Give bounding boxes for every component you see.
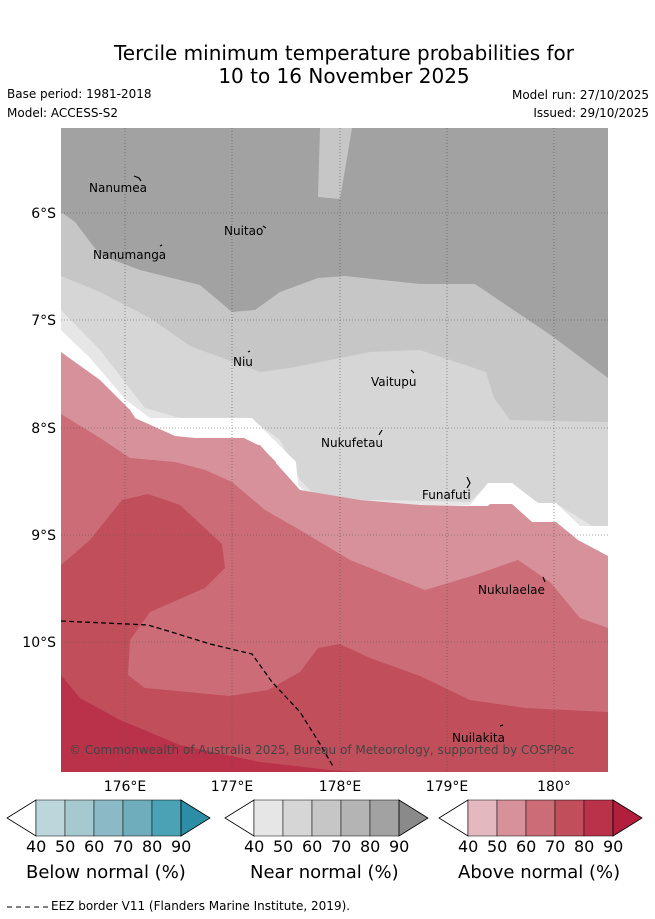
colorbar-segment bbox=[282, 799, 313, 837]
colorbar-segment bbox=[35, 799, 66, 837]
colorbar-segment bbox=[340, 799, 371, 837]
colorbar-tick: 90 bbox=[171, 837, 192, 856]
eez-footnote: EEZ border V11 (Flanders Marine Institut… bbox=[51, 899, 351, 913]
island-nukufetau bbox=[378, 429, 383, 436]
colorbar-segment bbox=[122, 799, 153, 837]
above-normal-60-region bbox=[61, 414, 608, 772]
lat-label: 8°S bbox=[31, 421, 56, 437]
island-nanumanga bbox=[159, 244, 163, 247]
colorbar-segment bbox=[93, 799, 124, 837]
colorbar-tick: 70 bbox=[545, 837, 566, 856]
island-nanumea bbox=[133, 175, 142, 182]
copyright-notice: © Commonwealth of Australia 2025, Bureau… bbox=[69, 743, 574, 757]
colorbar-segment bbox=[554, 799, 585, 837]
colorbar-tick: 80 bbox=[142, 837, 163, 856]
near-normal-60-patch bbox=[318, 128, 352, 199]
base-period: Base period: 1981-2018 bbox=[7, 87, 152, 101]
colorbar-tick: 50 bbox=[487, 837, 508, 856]
island-nuitao bbox=[262, 225, 267, 229]
colorbar-tick: 60 bbox=[516, 837, 537, 856]
above-normal-label: Above normal (%) bbox=[458, 862, 621, 883]
colorbar-extend-high bbox=[398, 799, 429, 837]
place-label: Nanumea bbox=[89, 181, 147, 195]
colorbar-tick: 80 bbox=[574, 837, 595, 856]
colorbar-segment bbox=[253, 799, 284, 837]
probability-fields: Nanumea Nuitao Nanumanga Niu Vaitupu Nuk… bbox=[61, 128, 608, 772]
colorbar-tick: 50 bbox=[273, 837, 294, 856]
lon-label: 177°E bbox=[211, 779, 254, 795]
colorbar-tick: 90 bbox=[389, 837, 410, 856]
colorbar-tick: 40 bbox=[458, 837, 479, 856]
colorbar-near-normal bbox=[224, 799, 429, 837]
colorbar-segment bbox=[369, 799, 400, 837]
lon-label: 178°E bbox=[319, 779, 362, 795]
colorbar-extend-high bbox=[612, 799, 643, 837]
place-label: Nanumanga bbox=[93, 248, 166, 262]
colorbar-tick: 70 bbox=[331, 837, 352, 856]
place-label: Niu bbox=[233, 355, 253, 369]
colorbar-tick: 80 bbox=[360, 837, 381, 856]
place-label: Funafuti bbox=[422, 488, 471, 502]
place-label: Vaitupu bbox=[371, 375, 417, 389]
eez-border bbox=[61, 620, 335, 769]
lat-label: 7°S bbox=[31, 313, 56, 329]
colorbar-segment bbox=[64, 799, 95, 837]
colorbar-tick: 40 bbox=[26, 837, 47, 856]
place-label: Nuilakita bbox=[452, 731, 505, 745]
lon-label: 180° bbox=[537, 779, 571, 795]
below-normal-label: Below normal (%) bbox=[26, 862, 186, 883]
near-normal-label: Near normal (%) bbox=[250, 862, 399, 883]
colorbar-segment bbox=[525, 799, 556, 837]
place-label: Nukufetau bbox=[321, 436, 383, 450]
lat-label: 6°S bbox=[31, 206, 56, 222]
colorbar-tick: 50 bbox=[55, 837, 76, 856]
model-run: Model run: 27/10/2025 bbox=[511, 88, 649, 102]
lon-label: 176°E bbox=[104, 779, 147, 795]
above-normal-70-region bbox=[61, 494, 608, 772]
colorbar-segment bbox=[583, 799, 614, 837]
graticule bbox=[61, 128, 608, 772]
island-nuilakita bbox=[499, 724, 504, 727]
model-name: Model: ACCESS-S2 bbox=[7, 106, 119, 120]
place-label: Nukulaelae bbox=[478, 583, 545, 597]
colorbar-extend-low bbox=[224, 799, 255, 837]
colorbar-segment bbox=[496, 799, 527, 837]
colorbar-segment bbox=[467, 799, 498, 837]
colorbar-extend-high bbox=[180, 799, 211, 837]
colorbar-above-normal bbox=[438, 799, 643, 837]
lat-label: 10°S bbox=[22, 635, 56, 651]
issued-date: Issued: 29/10/2025 bbox=[533, 106, 649, 120]
colorbar-segment bbox=[151, 799, 182, 837]
place-label: Nuitao bbox=[224, 224, 263, 238]
colorbar-tick: 90 bbox=[603, 837, 624, 856]
island-niu bbox=[247, 350, 251, 353]
lat-label: 9°S bbox=[31, 528, 56, 544]
island-nukulaelae bbox=[542, 576, 546, 583]
colorbar-tick: 60 bbox=[302, 837, 323, 856]
colorbar-tick: 40 bbox=[244, 837, 265, 856]
colorbar-segment bbox=[311, 799, 342, 837]
chart-title-line1: Tercile minimum temperature probabilitie… bbox=[113, 41, 575, 65]
island-outlines bbox=[133, 175, 546, 727]
island-funafuti bbox=[466, 476, 471, 489]
colorbar-tick: 70 bbox=[113, 837, 134, 856]
island-vaitupu bbox=[410, 369, 415, 374]
colorbar-extend-low bbox=[6, 799, 37, 837]
lon-label: 179°E bbox=[426, 779, 469, 795]
colorbar-tick: 60 bbox=[84, 837, 105, 856]
above-normal-80-region bbox=[61, 675, 365, 772]
colorbar-extend-low bbox=[438, 799, 469, 837]
chart-title-line2: 10 to 16 November 2025 bbox=[218, 64, 470, 88]
colorbar-below-normal bbox=[6, 799, 211, 837]
